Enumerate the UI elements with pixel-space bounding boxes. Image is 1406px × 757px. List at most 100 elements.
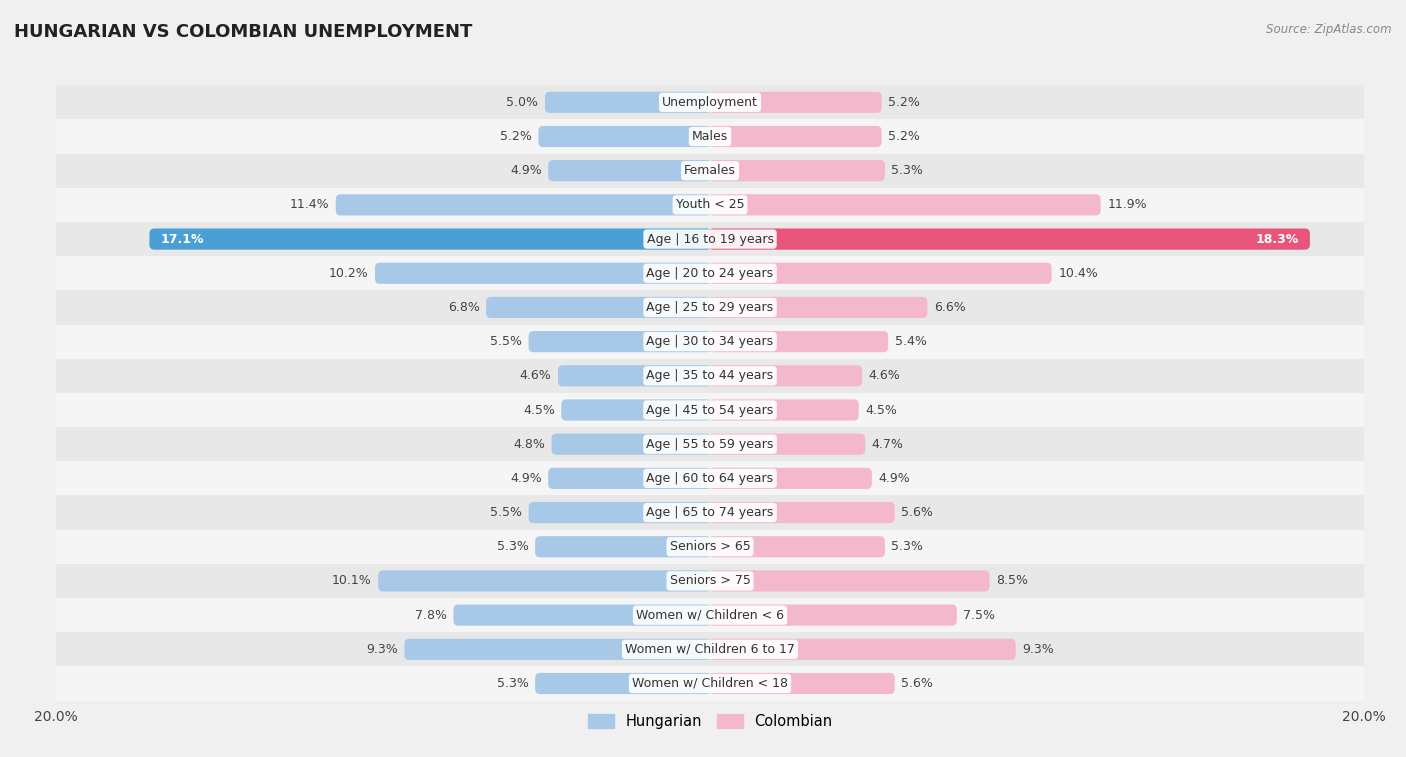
- Bar: [56, 666, 1364, 700]
- Text: 10.4%: 10.4%: [1059, 266, 1098, 280]
- FancyBboxPatch shape: [709, 297, 928, 318]
- FancyBboxPatch shape: [546, 92, 711, 113]
- FancyBboxPatch shape: [375, 263, 711, 284]
- Text: 10.2%: 10.2%: [329, 266, 368, 280]
- Text: Unemployment: Unemployment: [662, 96, 758, 109]
- Text: 5.6%: 5.6%: [901, 677, 934, 690]
- Text: 5.3%: 5.3%: [891, 540, 924, 553]
- Bar: [56, 256, 1364, 291]
- Text: HUNGARIAN VS COLOMBIAN UNEMPLOYMENT: HUNGARIAN VS COLOMBIAN UNEMPLOYMENT: [14, 23, 472, 41]
- Text: Seniors > 75: Seniors > 75: [669, 575, 751, 587]
- Bar: [56, 188, 1364, 222]
- Text: Age | 45 to 54 years: Age | 45 to 54 years: [647, 403, 773, 416]
- Text: Age | 60 to 64 years: Age | 60 to 64 years: [647, 472, 773, 485]
- Bar: [56, 325, 1364, 359]
- Text: 5.0%: 5.0%: [506, 96, 538, 109]
- Text: 5.3%: 5.3%: [496, 540, 529, 553]
- Text: 5.5%: 5.5%: [491, 506, 522, 519]
- FancyBboxPatch shape: [709, 639, 1015, 660]
- Text: Age | 16 to 19 years: Age | 16 to 19 years: [647, 232, 773, 245]
- FancyBboxPatch shape: [529, 502, 711, 523]
- Text: 9.3%: 9.3%: [1022, 643, 1054, 656]
- FancyBboxPatch shape: [561, 400, 711, 421]
- Text: 11.4%: 11.4%: [290, 198, 329, 211]
- Text: 5.3%: 5.3%: [496, 677, 529, 690]
- Text: 7.8%: 7.8%: [415, 609, 447, 621]
- Text: Women w/ Children 6 to 17: Women w/ Children 6 to 17: [626, 643, 794, 656]
- FancyBboxPatch shape: [709, 468, 872, 489]
- FancyBboxPatch shape: [709, 673, 894, 694]
- FancyBboxPatch shape: [536, 536, 711, 557]
- Text: 5.2%: 5.2%: [889, 130, 920, 143]
- FancyBboxPatch shape: [453, 605, 711, 626]
- Text: 10.1%: 10.1%: [332, 575, 371, 587]
- Bar: [56, 154, 1364, 188]
- FancyBboxPatch shape: [548, 160, 711, 181]
- FancyBboxPatch shape: [709, 365, 862, 386]
- Bar: [56, 86, 1364, 120]
- FancyBboxPatch shape: [709, 400, 859, 421]
- Bar: [56, 120, 1364, 154]
- Text: 4.6%: 4.6%: [869, 369, 900, 382]
- Text: 5.2%: 5.2%: [889, 96, 920, 109]
- FancyBboxPatch shape: [529, 331, 711, 352]
- FancyBboxPatch shape: [709, 229, 1310, 250]
- Text: 7.5%: 7.5%: [963, 609, 995, 621]
- Bar: [56, 461, 1364, 496]
- FancyBboxPatch shape: [709, 126, 882, 147]
- Text: 5.6%: 5.6%: [901, 506, 934, 519]
- Bar: [56, 291, 1364, 325]
- FancyBboxPatch shape: [538, 126, 711, 147]
- Bar: [56, 496, 1364, 530]
- Bar: [56, 632, 1364, 666]
- FancyBboxPatch shape: [149, 229, 711, 250]
- Text: 4.9%: 4.9%: [510, 164, 541, 177]
- FancyBboxPatch shape: [709, 536, 884, 557]
- Text: 4.7%: 4.7%: [872, 438, 904, 450]
- Legend: Hungarian, Colombian: Hungarian, Colombian: [582, 709, 838, 735]
- Text: 5.4%: 5.4%: [894, 335, 927, 348]
- FancyBboxPatch shape: [378, 570, 711, 591]
- Text: Age | 20 to 24 years: Age | 20 to 24 years: [647, 266, 773, 280]
- FancyBboxPatch shape: [709, 570, 990, 591]
- FancyBboxPatch shape: [709, 160, 884, 181]
- Text: 4.5%: 4.5%: [523, 403, 555, 416]
- Text: Females: Females: [685, 164, 735, 177]
- Text: 6.8%: 6.8%: [447, 301, 479, 314]
- Bar: [56, 427, 1364, 461]
- Bar: [56, 393, 1364, 427]
- Text: Age | 35 to 44 years: Age | 35 to 44 years: [647, 369, 773, 382]
- Text: 5.3%: 5.3%: [891, 164, 924, 177]
- Text: 4.5%: 4.5%: [865, 403, 897, 416]
- Text: 9.3%: 9.3%: [366, 643, 398, 656]
- Text: Age | 30 to 34 years: Age | 30 to 34 years: [647, 335, 773, 348]
- FancyBboxPatch shape: [709, 502, 894, 523]
- Text: 6.6%: 6.6%: [934, 301, 966, 314]
- Text: Age | 55 to 59 years: Age | 55 to 59 years: [647, 438, 773, 450]
- Text: Age | 65 to 74 years: Age | 65 to 74 years: [647, 506, 773, 519]
- Text: 4.9%: 4.9%: [879, 472, 910, 485]
- FancyBboxPatch shape: [709, 92, 882, 113]
- Text: Youth < 25: Youth < 25: [676, 198, 744, 211]
- Text: Seniors > 65: Seniors > 65: [669, 540, 751, 553]
- FancyBboxPatch shape: [709, 434, 865, 455]
- FancyBboxPatch shape: [336, 195, 711, 216]
- FancyBboxPatch shape: [709, 331, 889, 352]
- Text: 8.5%: 8.5%: [995, 575, 1028, 587]
- FancyBboxPatch shape: [536, 673, 711, 694]
- FancyBboxPatch shape: [405, 639, 711, 660]
- Text: 17.1%: 17.1%: [160, 232, 204, 245]
- Text: 18.3%: 18.3%: [1256, 232, 1299, 245]
- Text: Women w/ Children < 6: Women w/ Children < 6: [636, 609, 785, 621]
- Text: 4.6%: 4.6%: [520, 369, 551, 382]
- FancyBboxPatch shape: [709, 605, 957, 626]
- Text: 5.5%: 5.5%: [491, 335, 522, 348]
- Text: 4.9%: 4.9%: [510, 472, 541, 485]
- Bar: [56, 564, 1364, 598]
- Text: Women w/ Children < 18: Women w/ Children < 18: [633, 677, 787, 690]
- Text: 4.8%: 4.8%: [513, 438, 546, 450]
- Text: 5.2%: 5.2%: [501, 130, 531, 143]
- FancyBboxPatch shape: [551, 434, 711, 455]
- Bar: [56, 222, 1364, 256]
- FancyBboxPatch shape: [548, 468, 711, 489]
